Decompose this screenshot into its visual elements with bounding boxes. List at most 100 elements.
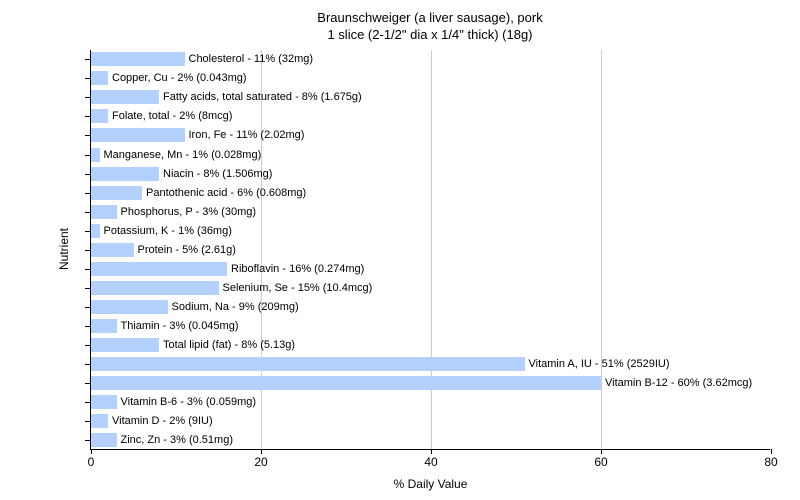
x-tick [771, 449, 772, 454]
bar-row: Cholesterol - 11% (32mg) [91, 50, 313, 69]
bar-row: Phosphorus, P - 3% (30mg) [91, 202, 256, 221]
bar [91, 205, 117, 219]
x-axis: 020406080 [91, 449, 770, 471]
bar [91, 186, 142, 200]
y-tick [85, 383, 91, 384]
bar [91, 52, 185, 66]
y-tick [85, 307, 91, 308]
y-tick [85, 193, 91, 194]
y-tick [85, 155, 91, 156]
bar [91, 300, 168, 314]
y-tick [85, 135, 91, 136]
bar [91, 281, 219, 295]
bar [91, 357, 525, 371]
bar-row: Vitamin B-6 - 3% (0.059mg) [91, 393, 256, 412]
bar-row: Potassium, K - 1% (36mg) [91, 221, 232, 240]
bar-row: Sodium, Na - 9% (209mg) [91, 297, 299, 316]
bar-row: Vitamin A, IU - 51% (2529IU) [91, 355, 670, 374]
bar-label: Protein - 5% (2.61g) [138, 244, 236, 256]
bar-row: Zinc, Zn - 3% (0.51mg) [91, 431, 233, 450]
bar-row: Manganese, Mn - 1% (0.028mg) [91, 145, 261, 164]
x-tick [91, 449, 92, 454]
bar [91, 109, 108, 123]
bar-label: Vitamin B-12 - 60% (3.62mcg) [605, 377, 752, 389]
bar-row: Pantothenic acid - 6% (0.608mg) [91, 183, 306, 202]
bar-label: Zinc, Zn - 3% (0.51mg) [121, 434, 233, 446]
x-tick [261, 449, 262, 454]
bar-label: Folate, total - 2% (8mcg) [112, 110, 232, 122]
nutrient-chart: Braunschweiger (a liver sausage), pork 1… [70, 10, 790, 490]
bar [91, 376, 601, 390]
bar-label: Cholesterol - 11% (32mg) [189, 53, 314, 65]
y-tick [85, 402, 91, 403]
x-tick [601, 449, 602, 454]
bar [91, 128, 185, 142]
bar [91, 243, 134, 257]
y-tick [85, 250, 91, 251]
bar-row: Folate, total - 2% (8mcg) [91, 107, 232, 126]
bar-label: Selenium, Se - 15% (10.4mcg) [223, 282, 373, 294]
bar-label: Niacin - 8% (1.506mg) [163, 168, 272, 180]
x-tick-label: 20 [254, 455, 267, 469]
chart-title-line2: 1 slice (2-1/2" dia x 1/4" thick) (18g) [327, 27, 532, 42]
y-tick [85, 231, 91, 232]
bar-row: Vitamin D - 2% (9IU) [91, 412, 213, 431]
y-tick [85, 288, 91, 289]
y-tick [85, 421, 91, 422]
chart-title: Braunschweiger (a liver sausage), pork 1… [70, 10, 790, 44]
bar [91, 90, 159, 104]
bar-label: Phosphorus, P - 3% (30mg) [121, 206, 257, 218]
y-axis-title: Nutrient [57, 228, 71, 270]
bar [91, 224, 100, 238]
bar-label: Sodium, Na - 9% (209mg) [172, 301, 299, 313]
bar-row: Copper, Cu - 2% (0.043mg) [91, 69, 247, 88]
bar-label: Vitamin A, IU - 51% (2529IU) [529, 358, 670, 370]
bar-label: Manganese, Mn - 1% (0.028mg) [104, 149, 262, 161]
y-tick [85, 345, 91, 346]
x-tick-label: 80 [764, 455, 777, 469]
bar-row: Niacin - 8% (1.506mg) [91, 164, 272, 183]
bar-row: Riboflavin - 16% (0.274mg) [91, 259, 364, 278]
y-tick [85, 269, 91, 270]
bar-label: Total lipid (fat) - 8% (5.13g) [163, 339, 295, 351]
y-tick [85, 326, 91, 327]
x-axis-title: % Daily Value [91, 477, 770, 491]
bar [91, 395, 117, 409]
bar [91, 433, 117, 447]
y-tick [85, 440, 91, 441]
y-tick [85, 116, 91, 117]
bar-label: Potassium, K - 1% (36mg) [104, 225, 232, 237]
bar-row: Vitamin B-12 - 60% (3.62mcg) [91, 374, 752, 393]
bar-label: Vitamin B-6 - 3% (0.059mg) [121, 396, 257, 408]
bar-row: Fatty acids, total saturated - 8% (1.675… [91, 88, 362, 107]
x-tick-label: 40 [424, 455, 437, 469]
bar-label: Fatty acids, total saturated - 8% (1.675… [163, 91, 362, 103]
bar-label: Thiamin - 3% (0.045mg) [121, 320, 239, 332]
bar-label: Copper, Cu - 2% (0.043mg) [112, 72, 247, 84]
y-tick [85, 78, 91, 79]
y-tick [85, 59, 91, 60]
plot-area: Nutrient Cholesterol - 11% (32mg)Copper,… [90, 50, 770, 450]
bar [91, 148, 100, 162]
bar [91, 319, 117, 333]
x-tick [431, 449, 432, 454]
bar-row: Total lipid (fat) - 8% (5.13g) [91, 335, 295, 354]
bar [91, 262, 227, 276]
bar [91, 338, 159, 352]
bar-row: Selenium, Se - 15% (10.4mcg) [91, 278, 372, 297]
bar-label: Pantothenic acid - 6% (0.608mg) [146, 187, 306, 199]
x-tick-label: 60 [594, 455, 607, 469]
y-tick [85, 97, 91, 98]
y-tick [85, 212, 91, 213]
x-tick-label: 0 [88, 455, 95, 469]
y-tick [85, 364, 91, 365]
y-tick [85, 174, 91, 175]
bar-row: Iron, Fe - 11% (2.02mg) [91, 126, 304, 145]
bar [91, 167, 159, 181]
bar [91, 414, 108, 428]
bar-label: Vitamin D - 2% (9IU) [112, 415, 213, 427]
chart-title-line1: Braunschweiger (a liver sausage), pork [317, 10, 542, 25]
bar-label: Riboflavin - 16% (0.274mg) [231, 263, 364, 275]
bar-label: Iron, Fe - 11% (2.02mg) [189, 129, 305, 141]
bar-row: Protein - 5% (2.61g) [91, 240, 236, 259]
